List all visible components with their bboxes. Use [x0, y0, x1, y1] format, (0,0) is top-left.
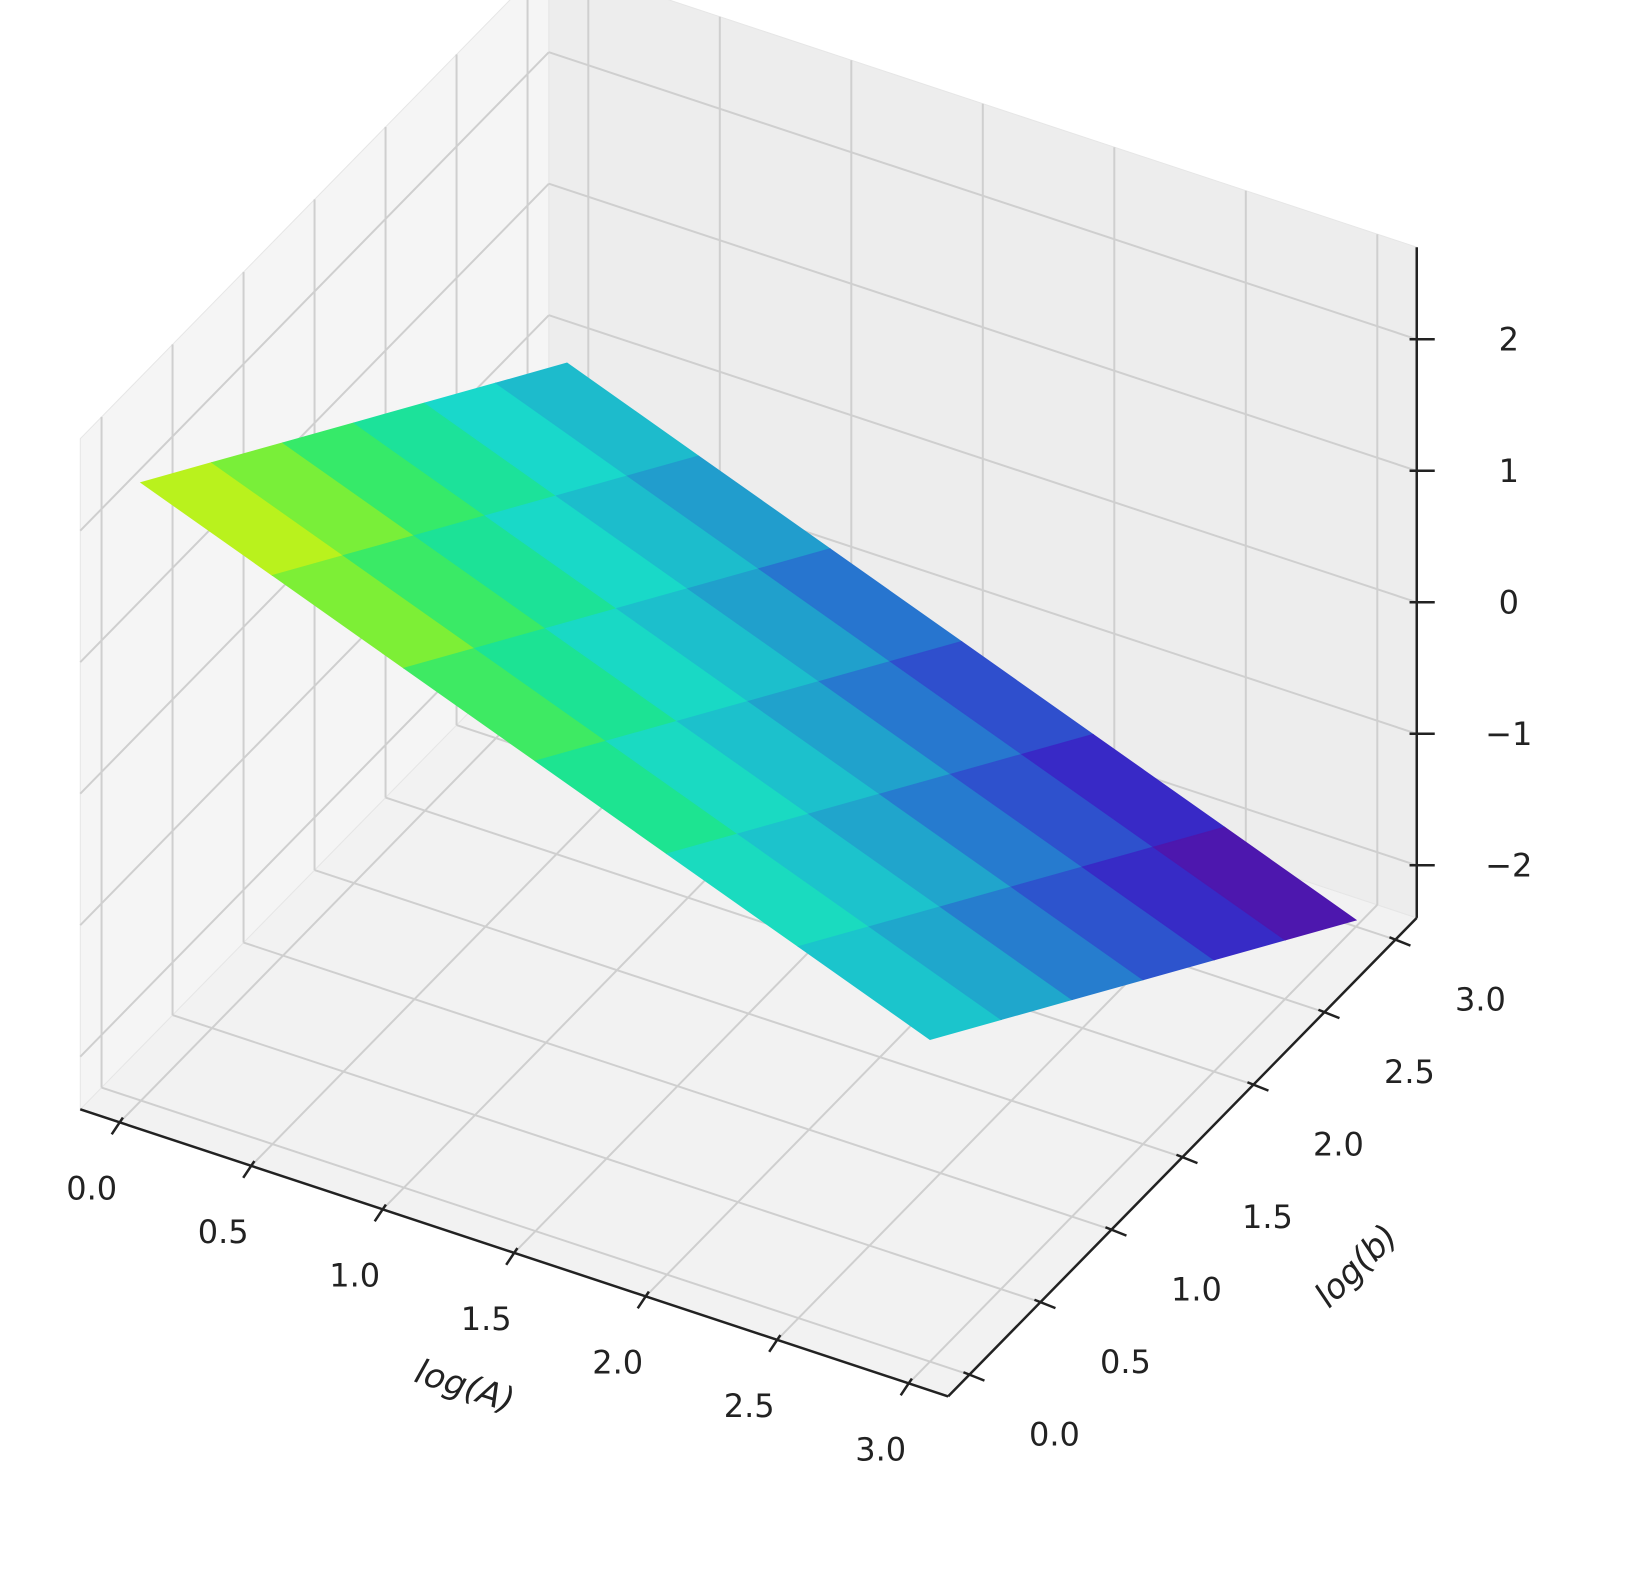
x-tick-label: 1.5 — [461, 1300, 512, 1338]
y-tick-label: 2.5 — [1384, 1053, 1435, 1091]
x-axis-label: log(A) — [410, 1352, 519, 1421]
x-tick-label: 0.5 — [198, 1213, 249, 1251]
y-tick-label: 2.0 — [1313, 1126, 1364, 1164]
y-tick-label: 3.0 — [1455, 981, 1506, 1019]
z-tick-label: −2 — [1485, 846, 1532, 884]
tick-mark — [962, 1371, 985, 1382]
tick-mark — [1033, 1298, 1056, 1310]
tick-mark — [242, 1160, 256, 1179]
tick-mark — [636, 1290, 650, 1310]
z-tick-label: −1 — [1485, 715, 1532, 753]
y-tick-label: 1.0 — [1171, 1271, 1222, 1309]
tick-mark — [110, 1116, 124, 1136]
tick-mark — [899, 1377, 913, 1397]
x-tick-label: 1.0 — [329, 1256, 380, 1294]
z-tick-label: 2 — [1499, 320, 1519, 358]
tick-mark — [1317, 1008, 1340, 1020]
grid-line — [548, 182, 1418, 472]
grid-line — [101, 1086, 970, 1376]
tick-mark — [768, 1334, 782, 1353]
x-tick-label: 3.0 — [855, 1430, 906, 1468]
grid-line — [548, 314, 1418, 604]
tick-mark — [1246, 1081, 1269, 1092]
z-tick-label: 0 — [1499, 583, 1519, 621]
grid-line — [79, 51, 550, 532]
y-tick-label: 0.0 — [1029, 1416, 1080, 1454]
x-tick-label: 0.0 — [66, 1169, 117, 1207]
y-tick-label: 0.5 — [1100, 1343, 1151, 1381]
x-tick-label: 2.5 — [724, 1387, 775, 1425]
tick-mark — [373, 1203, 387, 1223]
y-tick-label: 1.5 — [1242, 1198, 1293, 1236]
tick-mark — [1104, 1226, 1127, 1237]
z-tick-label: 1 — [1499, 452, 1519, 490]
grid-line — [314, 869, 1183, 1159]
grid-line — [548, 51, 1418, 341]
tick-mark — [505, 1247, 519, 1266]
tick-mark — [1175, 1153, 1198, 1165]
x-tick-label: 2.0 — [592, 1343, 643, 1381]
grid-line — [243, 941, 1112, 1231]
y-axis-label: log(b) — [1307, 1217, 1406, 1316]
grid-line — [79, 183, 550, 663]
surface-cell — [1152, 826, 1358, 941]
grid-line — [172, 1014, 1041, 1304]
tick-mark — [1388, 936, 1411, 947]
